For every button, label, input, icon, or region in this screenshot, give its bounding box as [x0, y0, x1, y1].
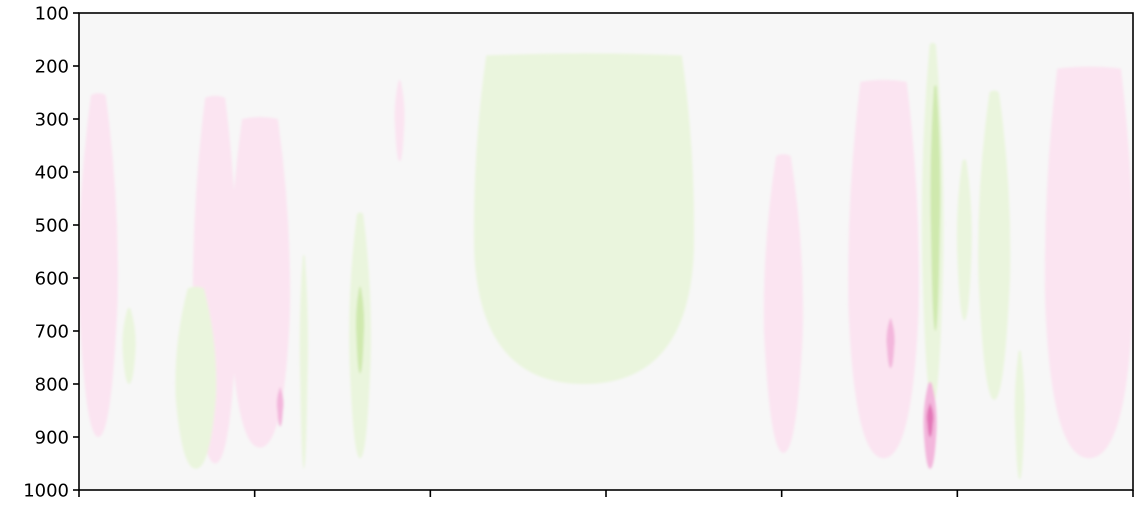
y-tick-label: 400	[35, 163, 69, 184]
negative-contour-region	[355, 286, 365, 374]
y-tick-label: 500	[35, 216, 69, 237]
positive-contour-region	[394, 79, 405, 162]
y-tick-label: 100	[35, 4, 69, 25]
negative-contour-region	[299, 254, 308, 469]
negative-contour-region	[978, 90, 1011, 400]
negative-contour-region	[930, 85, 941, 331]
negative-contour-region	[956, 159, 972, 321]
y-tick-label: 600	[35, 269, 69, 290]
negative-contour-region	[474, 53, 695, 385]
positive-contour-region	[848, 79, 919, 459]
y-tick-label: 700	[35, 322, 69, 343]
positive-contour-region	[1044, 66, 1133, 459]
y-tick-label: 200	[35, 57, 69, 78]
y-tick-label: 800	[35, 375, 69, 396]
negative-contour-region	[1014, 350, 1025, 480]
positive-contour-region	[926, 403, 934, 437]
y-tick-label: 300	[35, 110, 69, 131]
positive-contour-region	[79, 93, 118, 437]
positive-contour-region	[886, 318, 895, 369]
x-axis	[78, 490, 1134, 497]
positive-contour-region	[763, 154, 803, 453]
negative-contour-region	[175, 286, 217, 469]
negative-contour-region	[122, 307, 136, 384]
positive-contour-region	[276, 387, 284, 427]
contour-regions	[79, 42, 1133, 480]
y-tick-label: 900	[35, 428, 69, 449]
positive-contour-region	[229, 117, 291, 448]
y-axis: 100 200 300 400 500 600 700 800 900 1000	[23, 4, 79, 502]
y-tick-label: 1000	[23, 481, 69, 502]
